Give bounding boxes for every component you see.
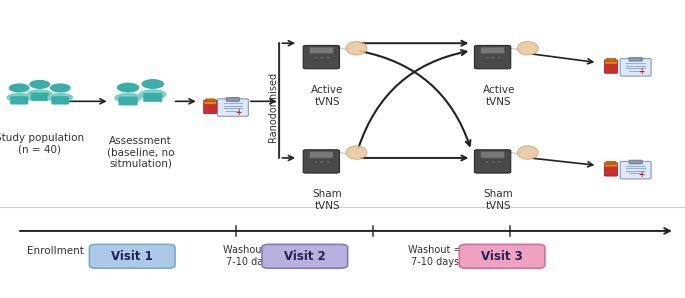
Text: Active
tVNS: Active tVNS bbox=[311, 85, 344, 106]
Text: Enrollment: Enrollment bbox=[27, 246, 84, 256]
Circle shape bbox=[325, 57, 331, 59]
FancyBboxPatch shape bbox=[310, 47, 333, 54]
FancyBboxPatch shape bbox=[217, 99, 249, 116]
Text: Ranodormised: Ranodormised bbox=[268, 72, 277, 142]
FancyBboxPatch shape bbox=[303, 46, 340, 69]
FancyBboxPatch shape bbox=[620, 162, 651, 179]
Circle shape bbox=[325, 161, 331, 163]
Text: Active
tVNS: Active tVNS bbox=[482, 85, 515, 106]
Text: +: + bbox=[236, 108, 242, 117]
FancyBboxPatch shape bbox=[629, 57, 643, 61]
Text: Study population
(n = 40): Study population (n = 40) bbox=[0, 133, 84, 154]
Text: Visit 1: Visit 1 bbox=[112, 250, 153, 263]
FancyBboxPatch shape bbox=[604, 163, 618, 176]
Ellipse shape bbox=[517, 42, 538, 55]
FancyBboxPatch shape bbox=[226, 98, 240, 101]
FancyBboxPatch shape bbox=[203, 100, 217, 114]
Text: Washout =
7-10 days: Washout = 7-10 days bbox=[408, 245, 462, 266]
Text: +: + bbox=[638, 170, 645, 179]
FancyBboxPatch shape bbox=[475, 46, 511, 69]
Circle shape bbox=[319, 57, 325, 59]
Circle shape bbox=[497, 57, 502, 59]
Text: Washout =
7-10 days: Washout = 7-10 days bbox=[223, 245, 277, 266]
FancyBboxPatch shape bbox=[310, 151, 333, 158]
Ellipse shape bbox=[139, 89, 166, 100]
Ellipse shape bbox=[27, 89, 53, 99]
Circle shape bbox=[490, 57, 496, 59]
FancyBboxPatch shape bbox=[620, 59, 651, 76]
FancyBboxPatch shape bbox=[481, 47, 504, 54]
FancyBboxPatch shape bbox=[475, 150, 511, 173]
FancyBboxPatch shape bbox=[143, 93, 162, 102]
FancyBboxPatch shape bbox=[606, 162, 616, 164]
FancyBboxPatch shape bbox=[89, 244, 175, 268]
FancyBboxPatch shape bbox=[262, 244, 348, 268]
FancyBboxPatch shape bbox=[206, 99, 215, 102]
Circle shape bbox=[9, 83, 29, 92]
FancyBboxPatch shape bbox=[605, 60, 617, 64]
FancyBboxPatch shape bbox=[459, 244, 545, 268]
FancyBboxPatch shape bbox=[481, 151, 504, 158]
FancyBboxPatch shape bbox=[629, 160, 643, 164]
Circle shape bbox=[313, 161, 319, 163]
Ellipse shape bbox=[346, 146, 367, 159]
Text: Sham
tVNS: Sham tVNS bbox=[484, 189, 514, 211]
FancyBboxPatch shape bbox=[119, 97, 138, 105]
Circle shape bbox=[484, 57, 490, 59]
Text: Assessment
(baseline, no
sitmulation): Assessment (baseline, no sitmulation) bbox=[107, 136, 174, 169]
Circle shape bbox=[116, 83, 140, 92]
FancyBboxPatch shape bbox=[31, 93, 49, 101]
FancyBboxPatch shape bbox=[204, 100, 216, 104]
Circle shape bbox=[484, 161, 490, 163]
Circle shape bbox=[29, 80, 50, 89]
Text: Sham
tVNS: Sham tVNS bbox=[312, 189, 342, 211]
Circle shape bbox=[497, 161, 502, 163]
Circle shape bbox=[319, 161, 325, 163]
Ellipse shape bbox=[47, 93, 73, 103]
FancyBboxPatch shape bbox=[606, 59, 616, 61]
FancyBboxPatch shape bbox=[604, 60, 618, 73]
FancyBboxPatch shape bbox=[51, 96, 69, 105]
Ellipse shape bbox=[346, 42, 367, 55]
Ellipse shape bbox=[6, 93, 32, 103]
FancyBboxPatch shape bbox=[10, 96, 28, 105]
Circle shape bbox=[313, 57, 319, 59]
FancyBboxPatch shape bbox=[605, 163, 617, 167]
Ellipse shape bbox=[114, 93, 142, 103]
Text: +: + bbox=[638, 67, 645, 76]
FancyBboxPatch shape bbox=[303, 150, 340, 173]
Ellipse shape bbox=[517, 146, 538, 159]
Circle shape bbox=[490, 161, 496, 163]
Text: Visit 2: Visit 2 bbox=[284, 250, 325, 263]
Circle shape bbox=[50, 83, 71, 92]
Text: Visit 3: Visit 3 bbox=[482, 250, 523, 263]
Circle shape bbox=[141, 79, 164, 89]
